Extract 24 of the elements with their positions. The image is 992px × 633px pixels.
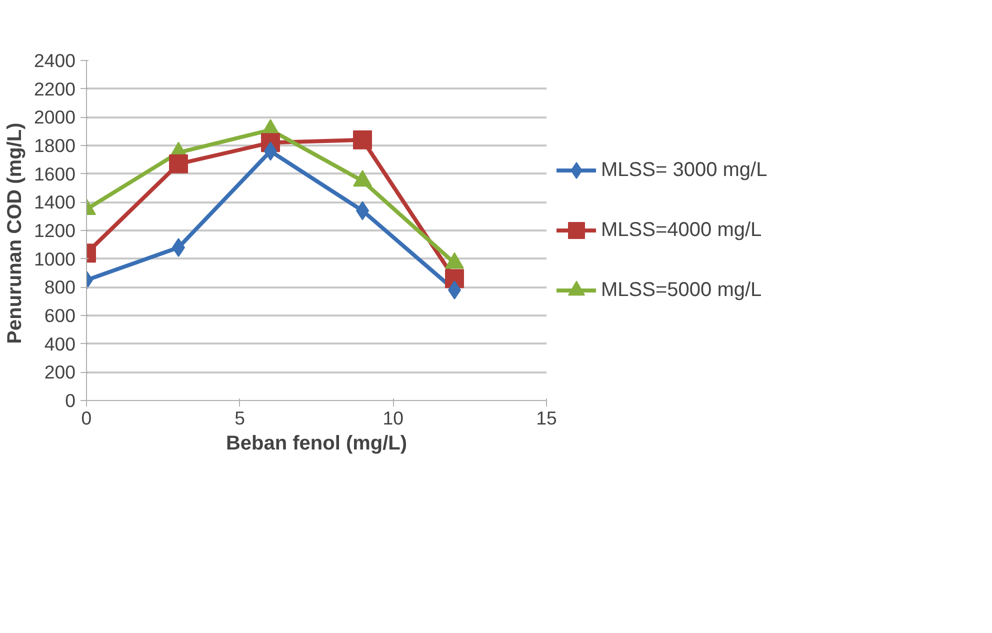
- point: [353, 130, 372, 150]
- legend-label: MLSS= 3000 mg/L: [601, 158, 768, 182]
- y-tick-label: 1800: [34, 135, 76, 156]
- y-tick-label: 600: [44, 305, 76, 326]
- y-tick-label: 2400: [34, 50, 76, 71]
- y-tick-label: 1600: [34, 163, 76, 184]
- x-axis-title: Beban fenol (mg/L): [226, 432, 408, 454]
- x-tick-label: 15: [536, 408, 557, 428]
- y-tick-label: 1000: [34, 248, 76, 270]
- y-tick-label: 200: [44, 362, 76, 383]
- y-tick-label: 400: [44, 333, 76, 354]
- y-tick-label: 2000: [34, 106, 76, 128]
- x-tick-label: 0: [81, 408, 92, 428]
- y-tick-label: 800: [44, 276, 76, 298]
- x-tick-label: 5: [234, 408, 246, 428]
- y-tick-label: 2200: [34, 78, 76, 100]
- y-tick-label: 1400: [34, 192, 76, 213]
- legend-label: MLSS=4000 mg/L: [601, 218, 762, 242]
- y-tick-label: 0: [65, 390, 76, 411]
- x-tick-label: 10: [382, 408, 404, 428]
- y-tick-label: 1200: [34, 220, 76, 241]
- y-axis-title: Penurunan COD (mg/L): [4, 122, 26, 344]
- point: [169, 154, 188, 174]
- legend-label: MLSS=5000 mg/L: [601, 278, 762, 302]
